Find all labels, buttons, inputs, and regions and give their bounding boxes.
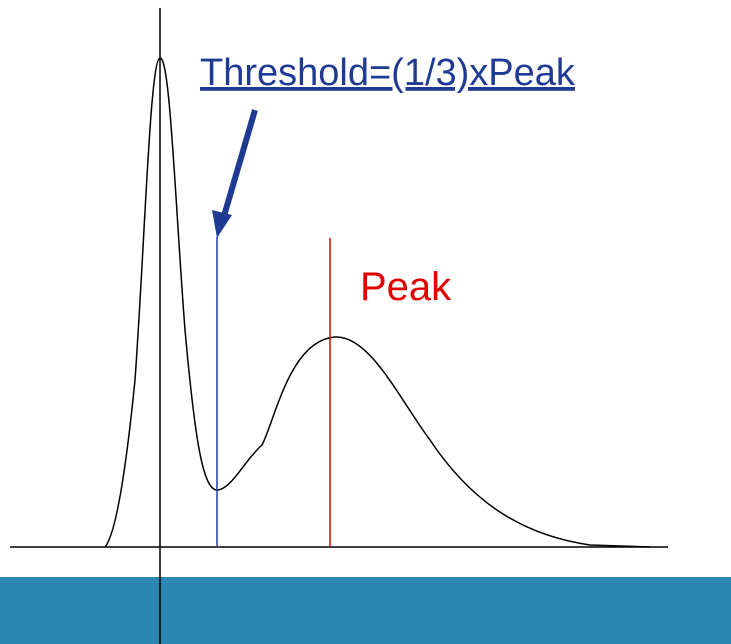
- peak-label: Peak: [360, 265, 452, 309]
- threshold-label: Threshold=(1/3)xPeak: [200, 52, 576, 94]
- distribution-curve: [104, 57, 651, 548]
- arrow-shaft: [221, 109, 258, 217]
- footer-band: [0, 577, 731, 644]
- arrow-head: [212, 210, 232, 238]
